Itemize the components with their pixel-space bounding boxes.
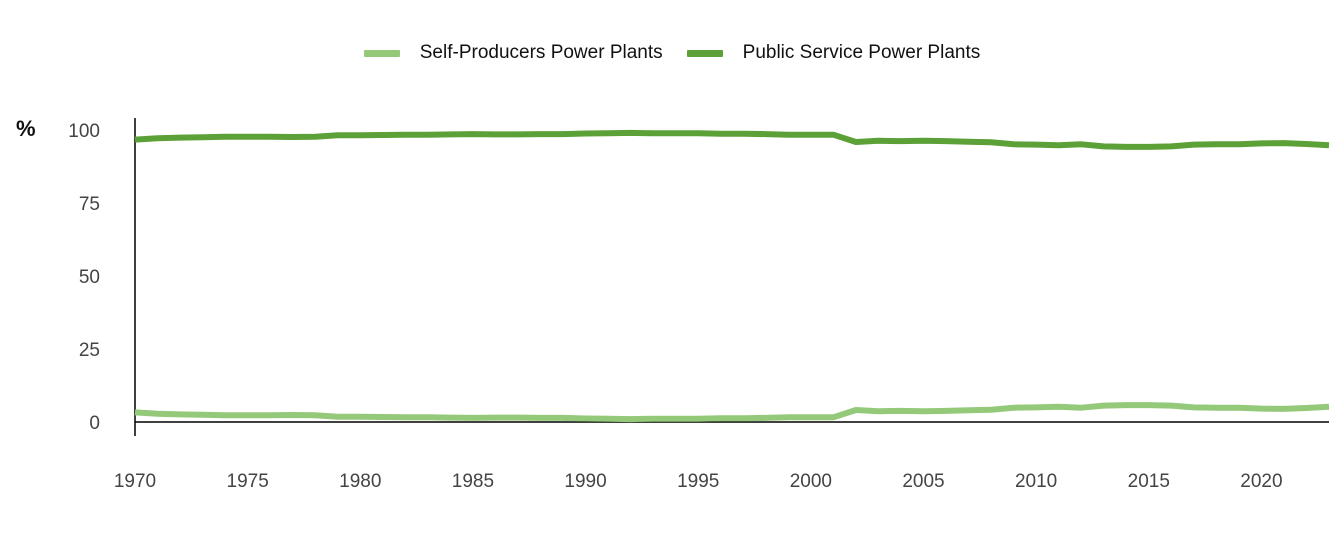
y-tick-label-100: 100 xyxy=(68,121,100,142)
chart-legend: Self-Producers Power Plants Public Servi… xyxy=(0,38,1344,68)
series-line-public-service xyxy=(134,129,1330,150)
x-tick-label-1995: 1995 xyxy=(677,471,719,492)
y-axis-unit-label: % xyxy=(16,116,36,141)
y-tick-label-0: 0 xyxy=(89,413,100,434)
legend-swatch-self-producers xyxy=(363,49,400,57)
legend-label-public-service: Public Service Power Plants xyxy=(742,42,981,63)
x-tick-label-1970: 1970 xyxy=(114,471,156,492)
x-tick-label-1990: 1990 xyxy=(564,471,606,492)
series-line-self-producers xyxy=(134,402,1330,423)
x-tick-label-1985: 1985 xyxy=(452,471,494,492)
x-tick-label-1980: 1980 xyxy=(339,471,381,492)
x-tick-label-2000: 2000 xyxy=(790,471,832,492)
x-tick-label-1975: 1975 xyxy=(227,471,269,492)
x-tick-label-2015: 2015 xyxy=(1128,471,1170,492)
x-tick-label-2020: 2020 xyxy=(1240,471,1282,492)
x-tick-label-2010: 2010 xyxy=(1015,471,1057,492)
y-tick-label-75: 75 xyxy=(79,194,100,215)
x-tick-label-2005: 2005 xyxy=(902,471,944,492)
y-tick-label-50: 50 xyxy=(79,267,100,288)
legend-item-self-producers[interactable]: Self-Producers Power Plants xyxy=(363,42,663,64)
legend-label-self-producers: Self-Producers Power Plants xyxy=(419,42,663,63)
legend-swatch-public-service xyxy=(686,49,723,57)
legend-item-public-service[interactable]: Public Service Power Plants xyxy=(686,42,981,64)
y-tick-label-25: 25 xyxy=(79,340,100,361)
